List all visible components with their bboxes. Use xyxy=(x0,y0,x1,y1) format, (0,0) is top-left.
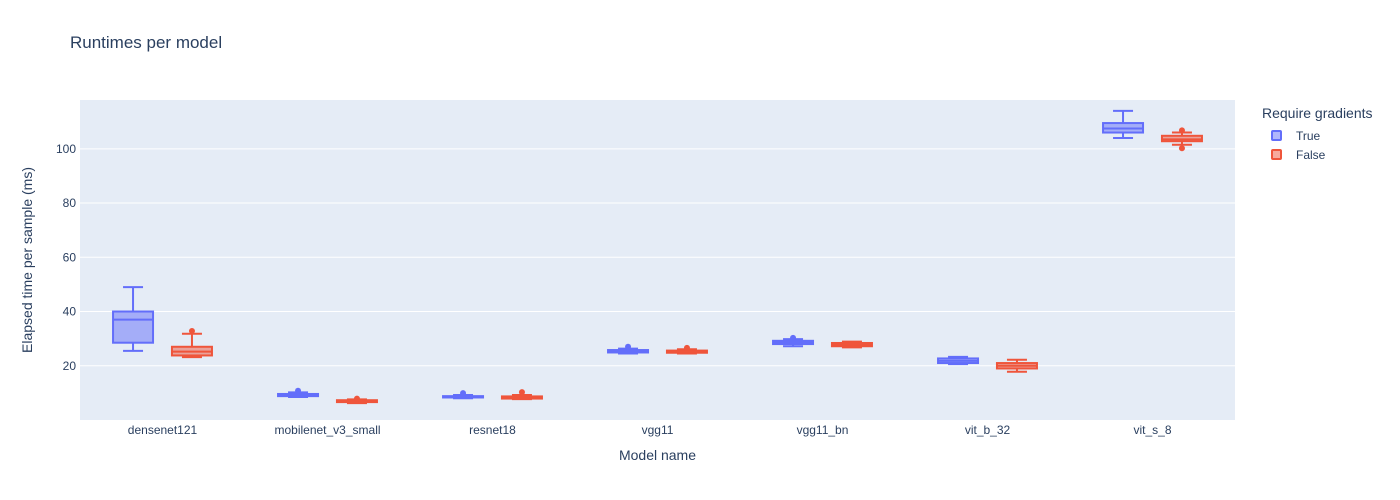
y-tick-label: 60 xyxy=(63,250,77,264)
y-tick-label: 20 xyxy=(63,359,77,373)
x-tick-label: vit_b_32 xyxy=(965,423,1011,437)
y-tick-label: 40 xyxy=(63,305,77,319)
x-tick-label: mobilenet_v3_small xyxy=(274,423,380,437)
legend-label-true: True xyxy=(1296,128,1321,143)
y-tick-label: 80 xyxy=(63,196,77,210)
x-tick-label: vgg11 xyxy=(642,423,674,437)
outlier-point xyxy=(625,343,632,350)
chart-title: Runtimes per model xyxy=(70,33,223,52)
plot-background xyxy=(80,100,1235,420)
outlier-point xyxy=(1178,127,1185,134)
x-tick-label: densenet121 xyxy=(128,423,198,437)
legend: Require gradients True False xyxy=(1262,105,1373,164)
outlier-point xyxy=(1178,145,1185,152)
outlier-point xyxy=(683,344,690,351)
legend-label-false: False xyxy=(1296,147,1326,162)
legend-item-true[interactable]: True xyxy=(1262,126,1373,145)
outlier-point xyxy=(790,334,797,341)
x-tick-label: vgg11_bn xyxy=(797,423,849,437)
legend-item-false[interactable]: False xyxy=(1262,145,1373,164)
outlier-point xyxy=(295,387,302,394)
outlier-point xyxy=(188,328,195,335)
x-tick-label: vit_s_8 xyxy=(1133,423,1171,437)
x-tick-label: resnet18 xyxy=(469,423,516,437)
x-axis-title: Model name xyxy=(619,447,696,463)
outlier-point xyxy=(518,389,525,396)
legend-swatch-false xyxy=(1271,149,1282,160)
outlier-point xyxy=(353,395,360,402)
box xyxy=(112,310,155,344)
legend-swatch-true xyxy=(1271,130,1282,141)
outlier-point xyxy=(460,390,467,397)
y-tick-label: 100 xyxy=(56,142,76,156)
legend-title: Require gradients xyxy=(1262,105,1373,121)
y-axis-title: Elapsed time per sample (ms) xyxy=(19,167,35,353)
